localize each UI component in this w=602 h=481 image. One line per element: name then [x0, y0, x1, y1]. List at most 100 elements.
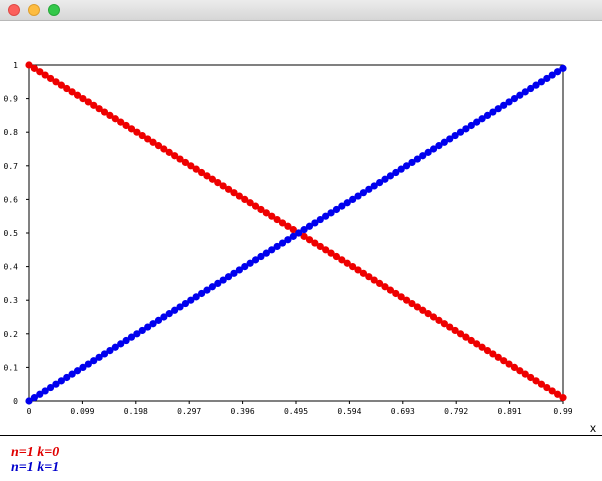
data-point [343, 199, 351, 207]
data-point [278, 239, 287, 247]
data-point [160, 313, 168, 321]
data-point [354, 192, 362, 200]
data-point [52, 380, 60, 388]
data-point [440, 320, 448, 328]
data-point [505, 360, 513, 368]
data-point [230, 189, 238, 197]
data-point [144, 323, 152, 331]
x-tick-label: 0.198 [124, 407, 148, 416]
data-point [219, 182, 227, 190]
data-point [537, 380, 546, 388]
data-point [494, 353, 502, 361]
data-point [273, 242, 281, 251]
data-point [516, 91, 524, 99]
data-point [397, 293, 405, 301]
data-point [494, 105, 502, 113]
plot-area: 0 0.099 0.198 0.297 0.396 0.495 0.594 0.693 0.79… [0, 22, 602, 435]
data-point [73, 367, 82, 375]
data-point [408, 299, 416, 308]
data-point [284, 222, 292, 230]
data-point [370, 276, 378, 284]
data-point [122, 336, 130, 345]
data-point [149, 138, 157, 146]
data-point [235, 266, 243, 274]
close-button[interactable] [8, 4, 20, 16]
data-point [527, 373, 535, 382]
zoom-button[interactable] [48, 4, 60, 16]
data-point [208, 175, 216, 183]
data-point [327, 249, 335, 257]
data-point [36, 390, 44, 398]
y-tick-label: 0.5 [4, 229, 19, 238]
data-point [127, 125, 136, 133]
data-point [322, 212, 330, 220]
data-point [90, 101, 98, 109]
data-point [246, 259, 254, 267]
data-point [149, 320, 157, 328]
data-point [273, 215, 281, 224]
data-point [397, 165, 405, 173]
data-point [100, 108, 109, 116]
minimize-button[interactable] [28, 4, 40, 16]
data-point [456, 330, 465, 338]
data-point [230, 269, 238, 277]
data-point [559, 394, 567, 402]
x-tick-label: 0.693 [391, 407, 415, 416]
data-point [171, 306, 179, 314]
data-point [30, 64, 38, 72]
data-point [268, 246, 276, 254]
x-tick-label: 0.396 [231, 407, 255, 416]
data-point [510, 95, 519, 103]
y-tick-label: 1 [13, 61, 18, 70]
data-point [176, 303, 184, 311]
data-point [203, 172, 211, 180]
data-point [165, 148, 173, 156]
data-point [214, 179, 222, 187]
data-point [198, 168, 206, 177]
data-point [36, 68, 44, 76]
data-point [521, 88, 529, 96]
data-point [154, 316, 163, 324]
data-point [241, 195, 249, 203]
data-point [284, 236, 292, 244]
data-point [192, 165, 200, 173]
data-point [84, 360, 92, 368]
data-point [262, 209, 270, 217]
data-point [392, 289, 400, 298]
data-point [224, 185, 233, 193]
data-point [402, 162, 411, 170]
data-point [63, 373, 71, 382]
data-point [500, 101, 508, 109]
data-point [338, 256, 346, 264]
y-tick-label: 0.3 [4, 296, 19, 305]
data-point [278, 219, 287, 227]
data-point [73, 91, 82, 99]
data-point [251, 202, 260, 210]
data-point [63, 84, 71, 93]
data-point [548, 71, 556, 79]
data-point [532, 377, 540, 385]
data-point [117, 118, 125, 126]
data-point [122, 121, 130, 130]
data-point [338, 202, 346, 210]
data-point [214, 279, 222, 287]
data-point [311, 219, 319, 227]
title-bar [0, 0, 602, 21]
data-point [305, 222, 314, 230]
y-tick-label: 0.2 [4, 330, 19, 339]
data-point [46, 74, 55, 83]
data-point [483, 111, 492, 119]
data-point [386, 286, 394, 294]
data-point [246, 199, 254, 207]
data-point [559, 64, 567, 72]
data-point [510, 363, 519, 371]
data-point [57, 377, 65, 385]
data-point [311, 239, 319, 247]
data-point [187, 296, 195, 304]
data-point [111, 343, 119, 351]
y-tick-label: 0.9 [4, 95, 19, 104]
data-point [257, 205, 265, 214]
data-point [489, 350, 497, 358]
data-point [392, 168, 400, 177]
data-point [57, 81, 65, 89]
